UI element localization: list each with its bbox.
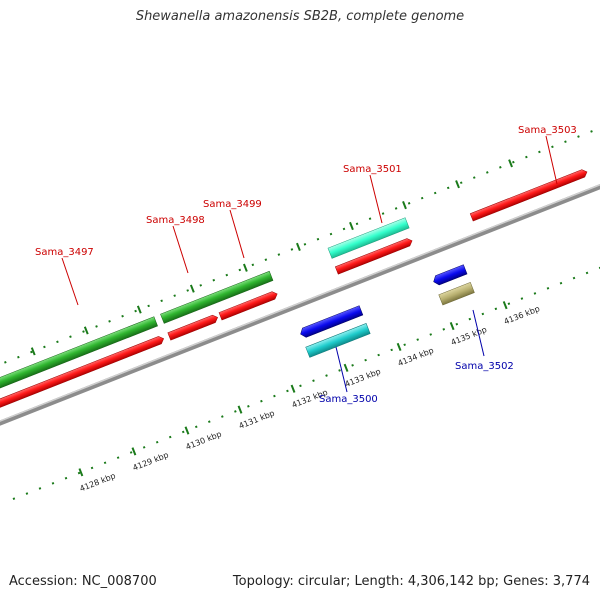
scale-label: 4131 kbp — [238, 409, 276, 431]
major-tick — [78, 468, 84, 477]
gene-rna-3500[interactable] — [305, 323, 371, 358]
major-tick — [455, 180, 460, 189]
major-tick — [83, 326, 89, 335]
leader-line — [229, 209, 245, 259]
gene-cds-3502[interactable] — [432, 264, 468, 287]
gene-cds-3498[interactable] — [167, 314, 219, 341]
reverse-scale-track — [12, 248, 600, 500]
genome-backbone — [0, 169, 600, 439]
major-tick — [242, 263, 248, 272]
major-tick — [396, 342, 402, 352]
gene-rna-3502[interactable] — [438, 282, 475, 306]
leader-line — [369, 174, 383, 224]
forward-label-leaders — [61, 135, 558, 306]
gene-label: Sama_3499 — [203, 199, 262, 210]
map-title: Shewanella amazonensis SB2B, complete ge… — [135, 9, 465, 24]
gene-label: Sama_3500 — [319, 394, 378, 405]
gene-label: Sama_3502 — [455, 361, 514, 372]
major-tick — [402, 201, 407, 210]
accession-text: Accession: NC_008700 — [9, 574, 157, 589]
gene-label: Sama_3497 — [35, 247, 94, 258]
reverse-gene-labels: Sama_3500 Sama_3502 — [319, 361, 514, 405]
gene-cds-3499[interactable] — [218, 290, 279, 321]
gene-rna-3497[interactable] — [0, 316, 158, 399]
major-tick — [502, 301, 508, 310]
gene-label: Sama_3503 — [518, 125, 577, 136]
major-tick — [30, 347, 36, 356]
gene-rna-3501[interactable] — [327, 217, 410, 259]
major-tick — [237, 405, 243, 414]
topology-text: Topology: circular; Length: 4,306,142 bp… — [232, 574, 590, 589]
gene-label: Sama_3498 — [146, 215, 205, 226]
forward-scale-major-ticks — [30, 159, 513, 356]
forward-gene-labels: Sama_3497 Sama_3498 Sama_3499 Sama_3501 … — [35, 125, 577, 258]
scale-label: 4133 kbp — [344, 367, 382, 389]
major-tick — [343, 363, 349, 372]
major-tick — [184, 426, 190, 435]
major-tick — [449, 321, 455, 331]
major-tick — [131, 447, 137, 456]
reverse-label-leaders — [335, 309, 485, 393]
leader-line — [335, 346, 348, 393]
gene-rna-3499[interactable] — [160, 270, 274, 324]
gene-cds-3501[interactable] — [334, 237, 413, 275]
major-tick — [136, 305, 142, 314]
scale-label: 4129 kbp — [131, 450, 169, 472]
scale-label: 4136 kbp — [503, 304, 541, 326]
scale-label: 4130 kbp — [184, 429, 222, 451]
gene-cds-3497[interactable] — [0, 335, 165, 416]
gene-cds-3500[interactable] — [299, 305, 364, 339]
gene-cds-3503[interactable] — [469, 168, 588, 222]
major-tick — [349, 221, 354, 231]
leader-line — [472, 309, 485, 357]
leader-line — [61, 257, 79, 306]
scale-label: 4135 kbp — [450, 325, 488, 347]
reverse-scale-major-ticks — [78, 301, 508, 477]
major-tick — [296, 242, 301, 251]
forward-scale-track — [0, 127, 599, 380]
scale-label: 4134 kbp — [397, 346, 435, 368]
leader-line — [545, 135, 558, 185]
scale-label: 4128 kbp — [78, 471, 116, 493]
genome-backbone-highlight — [0, 169, 600, 436]
leader-line — [172, 225, 189, 274]
gene-label: Sama_3501 — [343, 164, 402, 175]
major-tick — [290, 384, 296, 393]
major-tick — [189, 284, 195, 293]
major-tick — [508, 159, 513, 168]
